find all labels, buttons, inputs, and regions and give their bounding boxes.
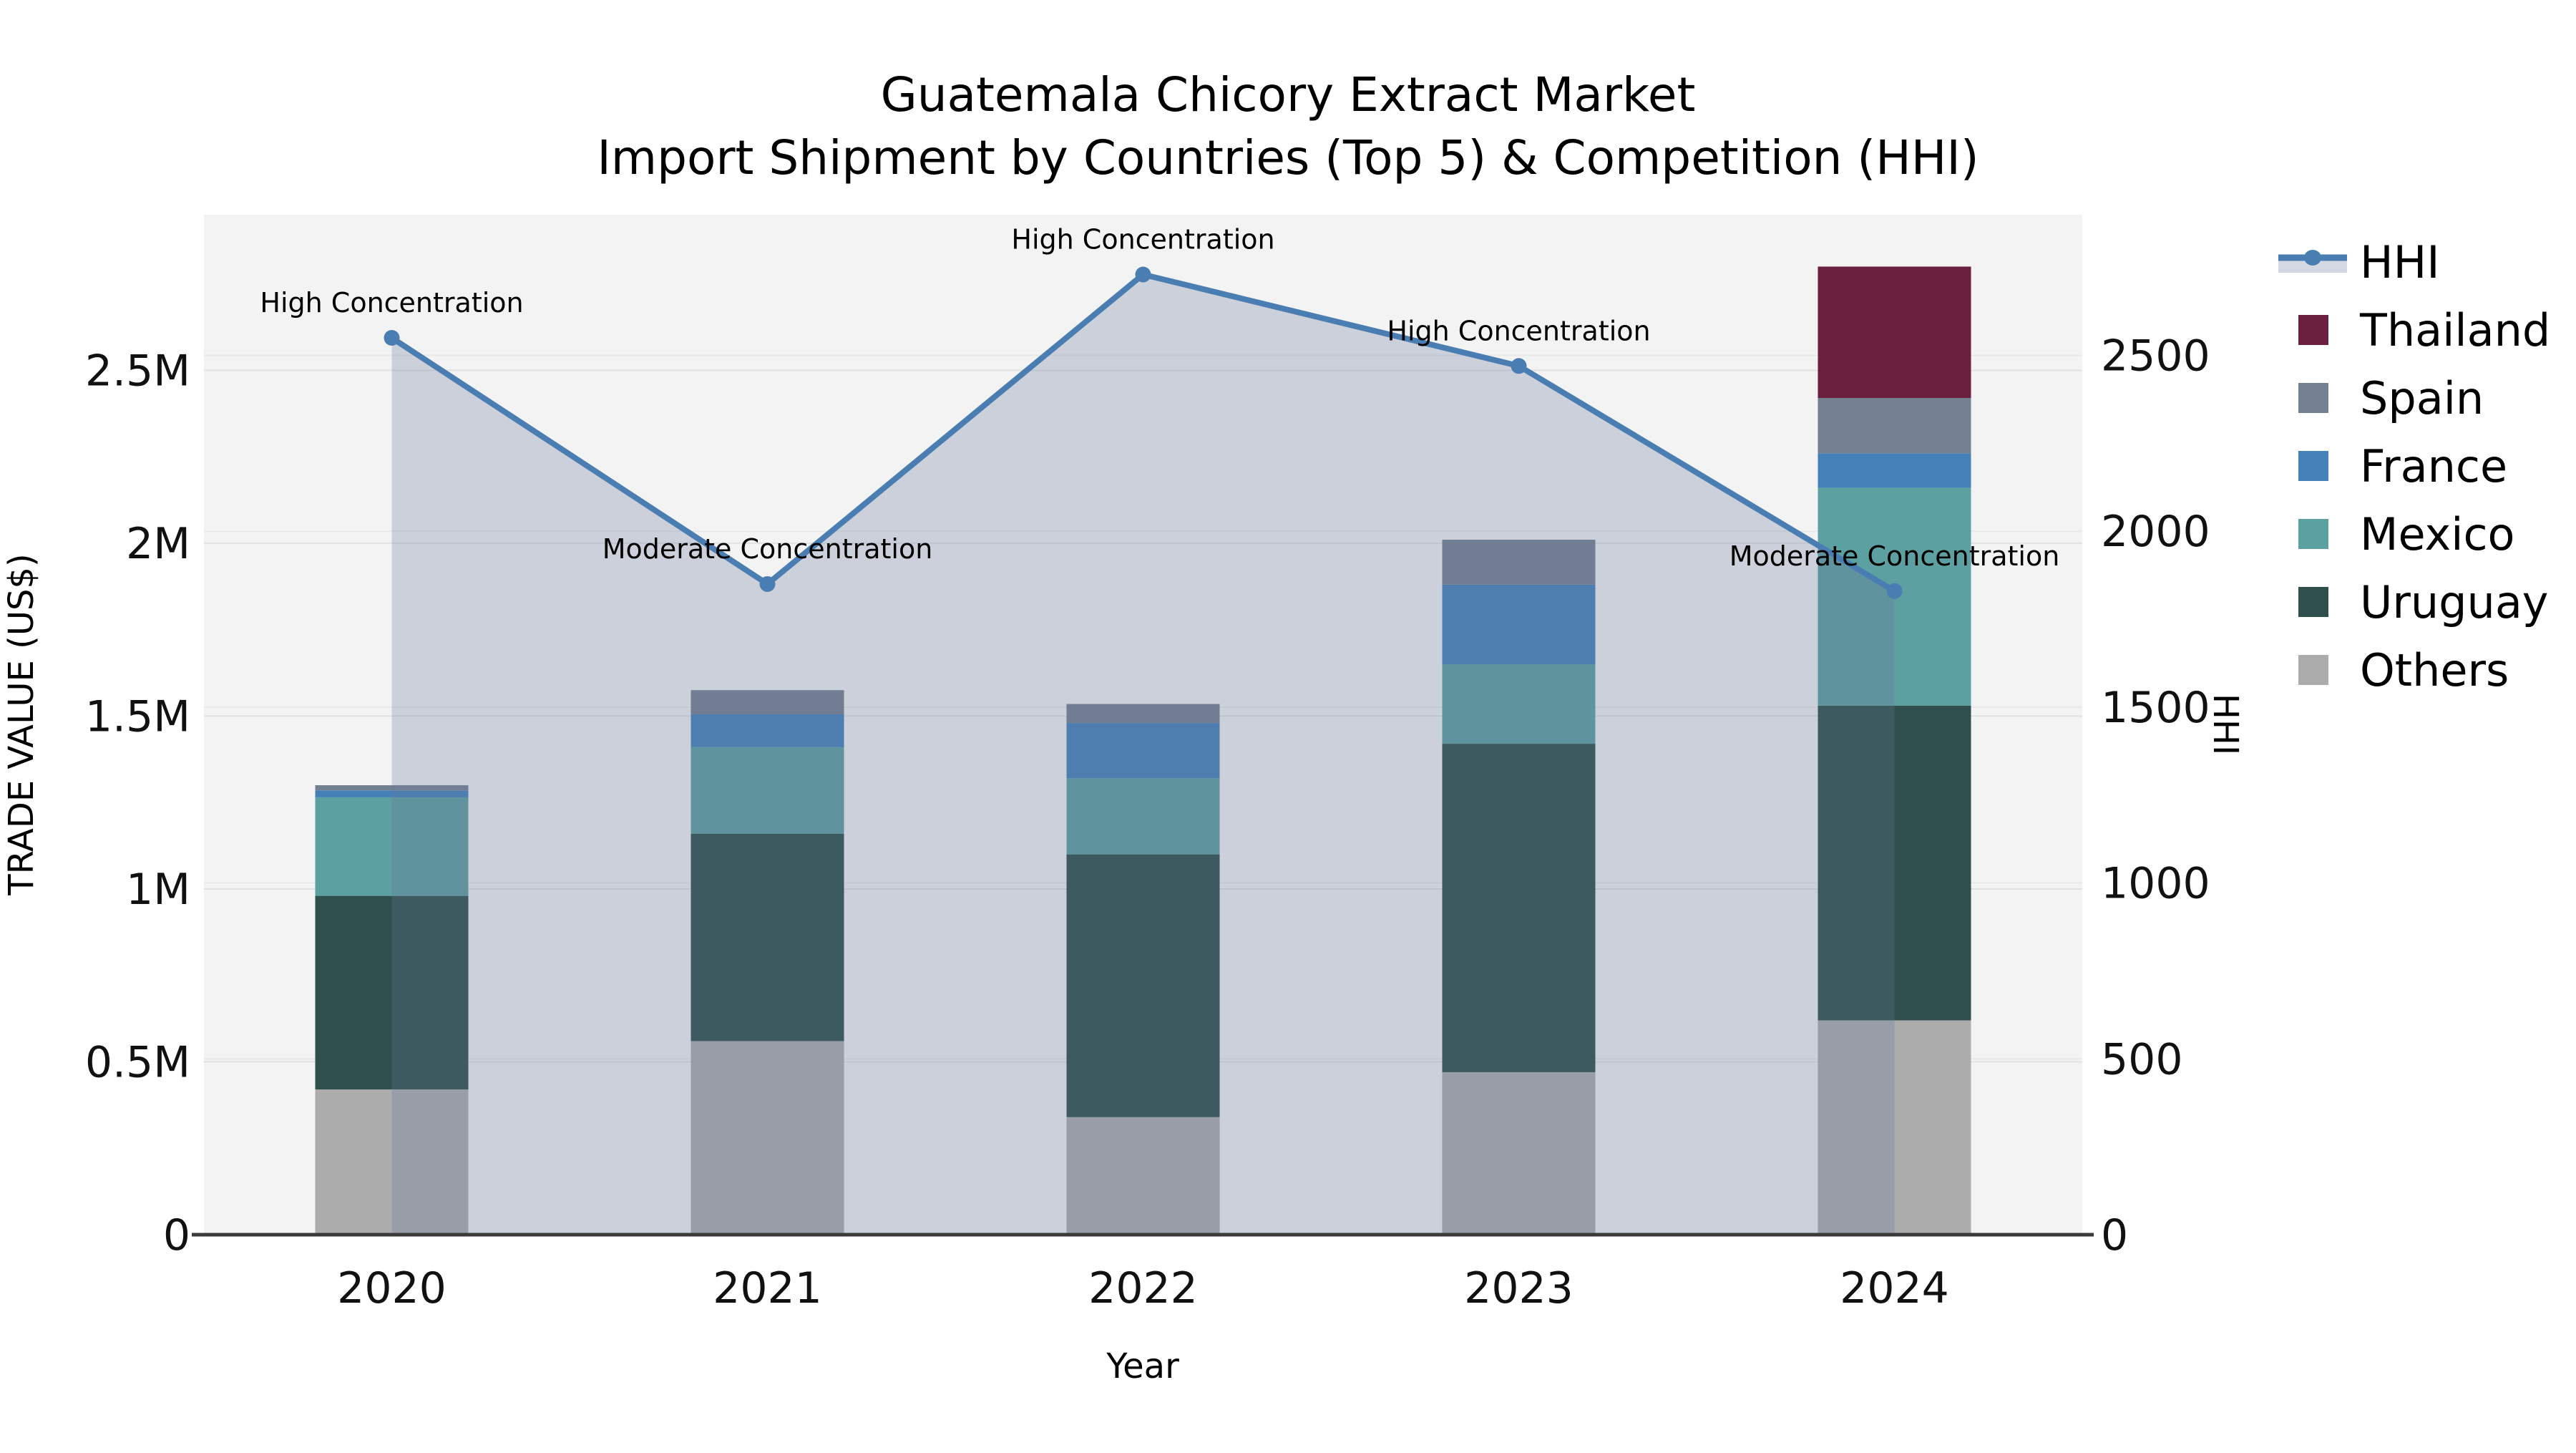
bar-segment-uruguay-2020	[315, 895, 469, 1090]
legend-swatch-spain	[2298, 383, 2328, 413]
legend-item-others: Others	[2298, 644, 2509, 696]
bar-segment-france-2022	[1066, 723, 1220, 779]
annotation-2022: High Concentration	[1011, 224, 1274, 256]
legend-hhi-marker	[2304, 250, 2321, 266]
hhi-marker-2023	[1511, 358, 1527, 374]
y-left-tick-0.5M: 0.5M	[85, 1037, 190, 1087]
legend-label-thailand: Thailand	[2359, 304, 2550, 356]
y-axis-label-right: HHI	[2205, 694, 2245, 755]
y-right-tick-2500: 2500	[2101, 331, 2210, 382]
legend-swatch-others	[2298, 655, 2328, 685]
bar-segment-spain-2021	[691, 690, 844, 715]
legend-swatch-mexico	[2298, 519, 2328, 549]
bar-segment-others-2021	[691, 1041, 844, 1235]
x-tick-label-2024: 2024	[1840, 1263, 1949, 1313]
annotation-2023: High Concentration	[1387, 315, 1650, 346]
legend-item-spain: Spain	[2298, 372, 2484, 424]
x-tick-label-2022: 2022	[1088, 1263, 1198, 1313]
y-right-tick-2000: 2000	[2101, 507, 2210, 557]
bar-segment-mexico-2020	[315, 797, 469, 896]
y-axis-label-left: TRADE VALUE (US$)	[1, 553, 42, 895]
legend-swatch-uruguay	[2298, 587, 2328, 617]
bar-segment-mexico-2022	[1066, 778, 1220, 855]
bar-segment-others-2024	[1818, 1020, 1971, 1235]
hhi-marker-2020	[384, 329, 400, 346]
annotation-2020: High Concentration	[260, 287, 523, 319]
legend-item-uruguay: Uruguay	[2298, 576, 2549, 628]
y-left-tick-1.5M: 1.5M	[85, 691, 190, 742]
y-right-tick-1000: 1000	[2101, 859, 2210, 909]
bar-segment-france-2020	[315, 790, 469, 797]
legend-label-hhi: HHI	[2360, 236, 2440, 288]
bar-segment-france-2021	[691, 714, 844, 747]
bar-segment-spain-2022	[1066, 704, 1220, 724]
y-left-tick-2.5M: 2.5M	[85, 346, 190, 396]
bar-segment-uruguay-2022	[1066, 854, 1220, 1117]
chart-title-line1: Guatemala Chicory Extract Market	[881, 67, 1696, 122]
legend-item-mexico: Mexico	[2298, 508, 2515, 560]
bar-segment-spain-2023	[1442, 540, 1596, 585]
x-axis-label: Year	[1106, 1346, 1179, 1386]
y-left-tick-1M: 1M	[126, 865, 190, 915]
bar-segment-others-2023	[1442, 1071, 1596, 1235]
chart-title-line2: Import Shipment by Countries (Top 5) & C…	[597, 130, 1979, 185]
legend-item-france: France	[2298, 440, 2507, 492]
legend-item-thailand: Thailand	[2298, 304, 2550, 356]
y-left-tick-2M: 2M	[126, 519, 190, 569]
bar-segment-mexico-2023	[1442, 664, 1596, 744]
legend-label-uruguay: Uruguay	[2360, 576, 2549, 628]
legend-label-france: France	[2360, 440, 2507, 492]
bar-segment-mexico-2021	[691, 747, 844, 834]
x-tick-label-2021: 2021	[713, 1263, 822, 1313]
hhi-area	[391, 274, 1895, 1235]
legend-label-mexico: Mexico	[2360, 508, 2515, 560]
annotation-2024: Moderate Concentration	[1729, 540, 2060, 572]
legend-label-others: Others	[2360, 644, 2509, 696]
bar-segment-france-2023	[1442, 584, 1596, 664]
legend-swatch-france	[2298, 451, 2328, 481]
y-right-tick-500: 500	[2101, 1034, 2183, 1084]
bar-segment-thailand-2024	[1818, 266, 1971, 399]
bar-segment-spain-2020	[315, 785, 469, 791]
bar-segment-uruguay-2023	[1442, 744, 1596, 1072]
legend-item-hhi: HHI	[2278, 236, 2440, 288]
hhi-marker-2022	[1135, 266, 1151, 283]
y-left-tick-0: 0	[163, 1210, 190, 1260]
hhi-marker-2024	[1886, 583, 1903, 599]
legend-label-spain: Spain	[2360, 372, 2484, 424]
y-right-tick-1500: 1500	[2101, 683, 2210, 733]
hhi-marker-2021	[759, 575, 776, 592]
annotation-2021: Moderate Concentration	[602, 533, 933, 565]
bar-segment-others-2022	[1066, 1117, 1220, 1235]
legend-swatch-thailand	[2298, 315, 2328, 345]
bar-segment-uruguay-2021	[691, 833, 844, 1041]
bar-segment-others-2020	[315, 1089, 469, 1235]
plot-root: High Concentration Moderate Concentration…	[85, 215, 2550, 1313]
x-tick-label-2020: 2020	[337, 1263, 447, 1313]
bar-segment-uruguay-2024	[1818, 705, 1971, 1021]
y-right-tick-0: 0	[2101, 1210, 2128, 1260]
bar-segment-spain-2024	[1818, 398, 1971, 454]
bar-segment-france-2024	[1818, 453, 1971, 488]
x-tick-label-2023: 2023	[1464, 1263, 1574, 1313]
